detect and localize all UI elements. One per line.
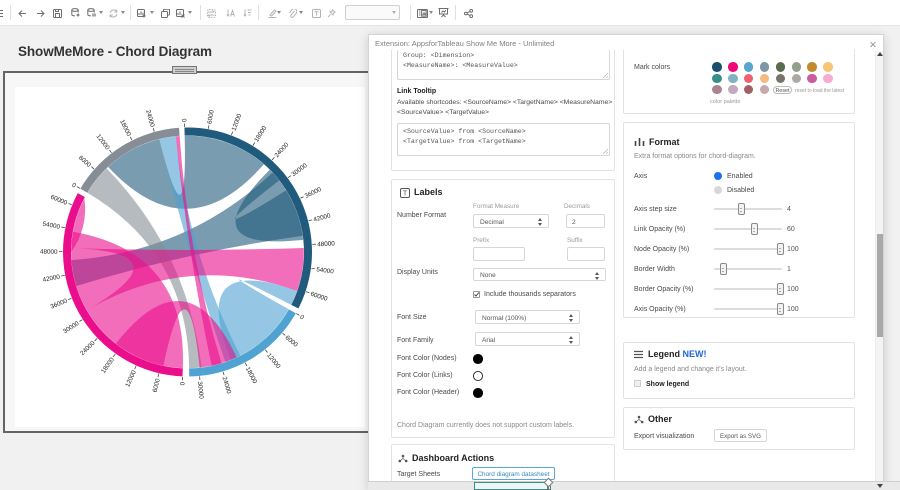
svg-text:30000: 30000	[290, 162, 309, 178]
svg-text:30000: 30000	[62, 320, 81, 336]
svg-text:12000: 12000	[124, 369, 138, 388]
svg-text:6000: 6000	[77, 154, 92, 169]
svg-text:48000: 48000	[40, 249, 58, 256]
svg-text:24000: 24000	[220, 376, 232, 395]
svg-text:6000: 6000	[284, 334, 300, 349]
svg-text:24000: 24000	[273, 141, 290, 159]
svg-text:36000: 36000	[304, 186, 323, 200]
svg-text:60000: 60000	[309, 291, 328, 303]
svg-text:6000: 6000	[206, 109, 215, 124]
svg-text:42000: 42000	[42, 273, 61, 283]
svg-text:54000: 54000	[42, 221, 61, 231]
svg-text:18000: 18000	[253, 124, 268, 143]
svg-text:60000: 60000	[49, 194, 68, 207]
svg-text:18000: 18000	[100, 356, 116, 375]
svg-text:0: 0	[179, 381, 186, 385]
svg-text:54000: 54000	[316, 266, 335, 275]
svg-text:12000: 12000	[231, 112, 244, 131]
svg-text:6000: 6000	[152, 377, 162, 393]
svg-text:30000: 30000	[196, 381, 205, 400]
svg-text:0: 0	[180, 118, 187, 122]
svg-text:24000: 24000	[79, 340, 97, 358]
svg-text:18000: 18000	[244, 366, 259, 385]
svg-text:T: T	[403, 191, 408, 198]
svg-text:42000: 42000	[313, 212, 332, 223]
svg-text:24000: 24000	[144, 109, 156, 128]
svg-text:12000: 12000	[265, 352, 282, 370]
svg-text:36000: 36000	[49, 297, 68, 310]
svg-text:48000: 48000	[317, 240, 335, 248]
svg-text:18000: 18000	[118, 119, 132, 138]
svg-text:12000: 12000	[95, 133, 112, 152]
svg-text:0: 0	[70, 182, 77, 190]
svg-text:0: 0	[299, 314, 306, 322]
